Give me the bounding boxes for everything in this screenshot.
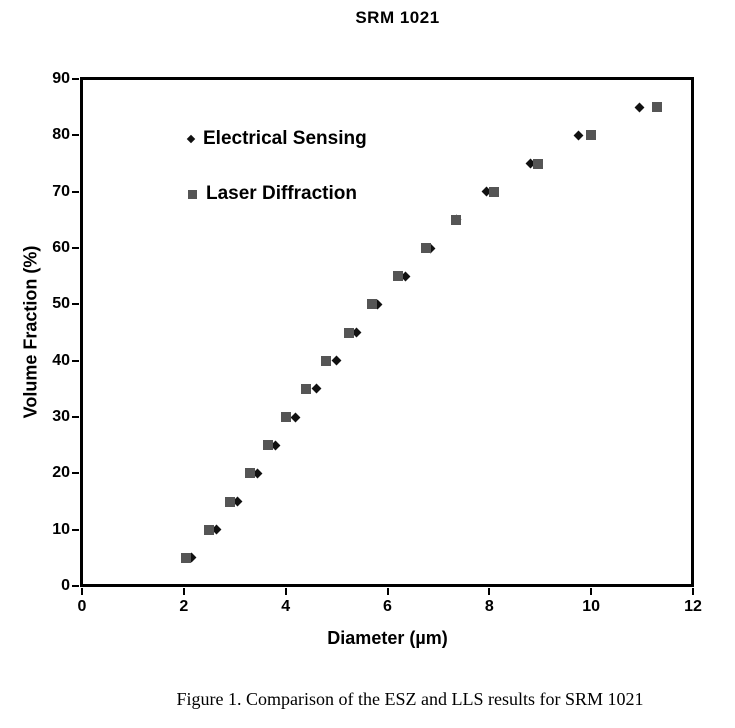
data-point-laser-diffraction [224, 496, 235, 507]
x-axis-tick [386, 588, 389, 595]
data-point-laser-diffraction [586, 130, 597, 141]
data-point-laser-diffraction [532, 158, 543, 169]
x-axis-tick [488, 588, 491, 595]
x-tick-label: 4 [281, 598, 291, 615]
y-tick-label: 70 [52, 182, 70, 200]
data-point-laser-diffraction [489, 186, 500, 197]
y-tick-label: 90 [52, 70, 70, 87]
legend-label-laser-diffraction: Laser Diffraction [206, 183, 357, 204]
y-axis-title: Volume Fraction (%) [20, 245, 41, 419]
y-tick-label: 10 [52, 520, 70, 538]
data-point-laser-diffraction [204, 524, 215, 535]
y-tick-label: 30 [52, 408, 70, 425]
x-tick-label: 12 [684, 598, 702, 615]
legend-item-laser-diffraction: Laser Diffraction [188, 181, 367, 207]
diamond-marker-icon [186, 134, 196, 144]
y-tick-label: 20 [52, 464, 70, 482]
y-axis-tick [72, 78, 79, 80]
y-tick-label: 50 [52, 295, 70, 313]
x-axis-tick [81, 588, 83, 595]
y-axis-tick [72, 190, 79, 193]
y-axis-tick [72, 247, 79, 249]
data-point-laser-diffraction [392, 271, 403, 282]
chart-title: SRM 1021 [355, 8, 440, 27]
x-tick-label: 8 [484, 598, 494, 615]
y-axis-tick [72, 416, 79, 418]
x-tick-label: 0 [77, 598, 87, 615]
y-axis-tick [72, 472, 79, 475]
legend-label-electrical-sensing: Electrical Sensing [203, 128, 367, 149]
data-point-laser-diffraction [245, 468, 256, 479]
x-tick-label: 10 [582, 598, 601, 615]
data-point-laser-diffraction [181, 552, 192, 563]
data-point-laser-diffraction [301, 383, 312, 394]
y-axis-tick [72, 134, 79, 137]
data-point-laser-diffraction [420, 243, 431, 253]
x-tick-label: 2 [179, 598, 189, 615]
y-tick-label: 60 [52, 239, 70, 256]
y-axis-tick [72, 585, 79, 587]
x-axis-tick [590, 588, 593, 595]
y-tick-label: 80 [52, 126, 70, 144]
y-axis-tick [72, 528, 79, 531]
x-tick-label: 6 [383, 598, 392, 615]
x-axis-tick [284, 588, 287, 595]
data-point-laser-diffraction [344, 327, 355, 338]
y-axis-tick [72, 359, 79, 362]
y-tick-label: 40 [52, 351, 70, 369]
square-marker-icon [188, 189, 197, 199]
data-point-laser-diffraction [451, 214, 462, 225]
legend-item-electrical-sensing: Electrical Sensing [186, 126, 367, 152]
y-axis-tick [72, 303, 79, 306]
data-point-laser-diffraction [280, 412, 291, 422]
x-axis-title: Diameter (µm) [327, 628, 448, 648]
x-axis-tick [692, 588, 694, 595]
data-point-laser-diffraction [652, 102, 663, 113]
figure-caption: Figure 1. Comparison of the ESZ and LLS … [176, 689, 644, 709]
data-point-laser-diffraction [262, 440, 273, 451]
plot-area [80, 77, 694, 587]
legend: Electrical Sensing Laser Diffraction [186, 126, 367, 236]
y-tick-label: 0 [61, 577, 70, 594]
data-point-laser-diffraction [321, 355, 332, 366]
data-point-laser-diffraction [367, 299, 378, 310]
x-axis-tick [182, 588, 185, 595]
